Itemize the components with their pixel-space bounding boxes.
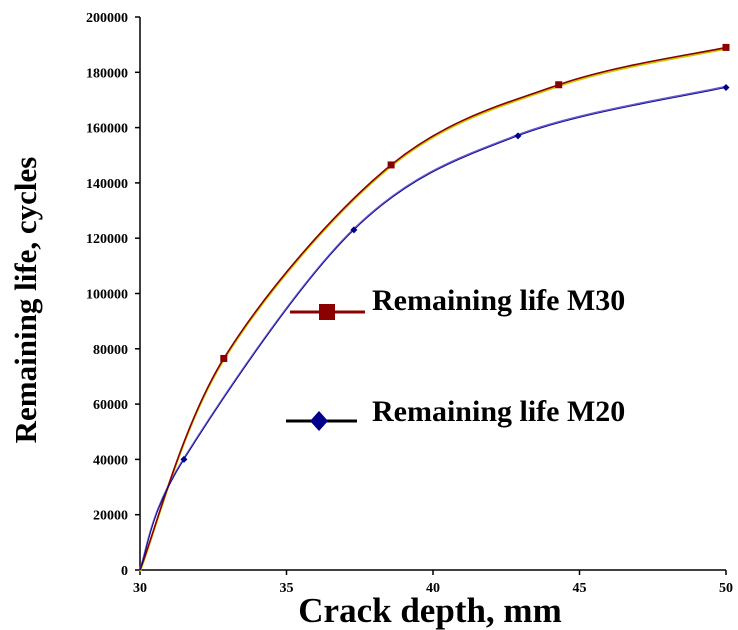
- y-axis-title: Remaining life, cycles: [8, 157, 43, 444]
- series-0-point: [387, 161, 395, 169]
- y-tick-label: 60000: [93, 398, 128, 413]
- y-tick-label: 120000: [86, 232, 128, 247]
- y-tick-label: 40000: [93, 453, 128, 468]
- series-markers: [180, 43, 730, 463]
- series-0-point: [220, 354, 228, 362]
- series-1-point: [514, 132, 522, 140]
- series-1-point: [350, 226, 358, 234]
- x-tick-label: 50: [719, 581, 733, 596]
- y-tick-label: 80000: [93, 343, 128, 358]
- y-tick-label: 160000: [86, 122, 128, 137]
- y-tick-label: 140000: [86, 177, 128, 192]
- series-1-point: [722, 84, 730, 92]
- y-tick-label: 20000: [93, 509, 128, 524]
- legend-item-m20: Remaining life M20: [286, 395, 625, 431]
- legend-label-m20: Remaining life M20: [372, 395, 625, 428]
- x-axis-title: Crack depth, mm: [298, 591, 561, 630]
- x-tick-label: 40: [426, 581, 440, 596]
- legend-item-m30: Remaining life M30: [290, 284, 625, 320]
- series-1-point: [180, 455, 188, 463]
- series-line-0: [139, 46, 727, 571]
- trendline-1: [139, 85, 727, 570]
- x-tick-label: 45: [573, 581, 587, 596]
- y-tick-label: 180000: [86, 66, 128, 81]
- series-lines: [139, 46, 727, 572]
- x-tick-label: 30: [133, 581, 147, 596]
- y-tick-label: 0: [121, 564, 128, 579]
- legend-label-m30: Remaining life M30: [372, 284, 625, 317]
- series-line-1: [139, 87, 727, 571]
- series-0-point: [722, 43, 730, 51]
- y-tick-label: 100000: [86, 288, 128, 303]
- legend-marker-m30: [319, 304, 335, 320]
- series-0-point: [555, 81, 563, 89]
- legend-marker-m20: [310, 411, 328, 431]
- x-tick-label: 35: [280, 581, 294, 596]
- y-ticks: 0 20000 40000 60000 80000 100000 120000 140000 1…: [86, 11, 140, 579]
- x-ticks: 30 35 40 45 50: [133, 570, 733, 596]
- legend: Remaining life M30 Remaining life M20: [286, 284, 625, 431]
- y-tick-label: 200000: [86, 11, 128, 26]
